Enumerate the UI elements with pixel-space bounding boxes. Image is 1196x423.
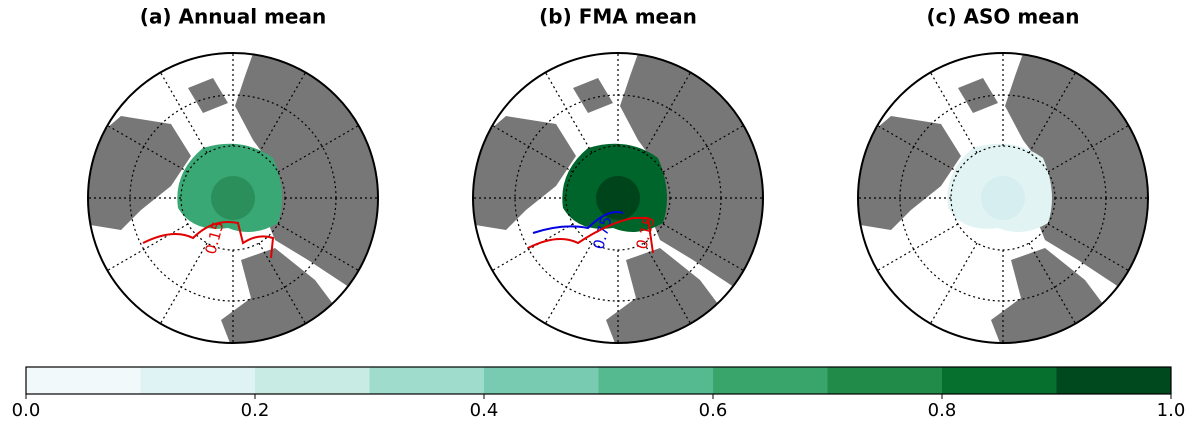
colorbar-tick-label: 0.8 (928, 400, 957, 421)
colorbar-segment (26, 367, 141, 394)
figure: 0.15 (a) Annual mean 0.750.15 (b) FMA mean (… (0, 0, 1196, 423)
sea-ice-core (981, 176, 1025, 220)
colorbar-segment (828, 367, 943, 394)
map-panel: 0.15 (78, 48, 388, 356)
colorbar-tick-label: 0.6 (699, 400, 728, 421)
panel-title: (b) FMA mean (539, 5, 697, 29)
colorbar-tick-label: 0.2 (241, 400, 270, 421)
map-panel (848, 48, 1158, 356)
map-disc (463, 48, 773, 356)
sea-ice-core (211, 176, 255, 220)
colorbar-tick-label: 0.0 (12, 400, 41, 421)
colorbar-segment (1057, 367, 1172, 394)
colorbar-segment (141, 367, 256, 394)
map-disc (848, 48, 1158, 356)
colorbar-segment (599, 367, 714, 394)
colorbar-segment (255, 367, 370, 394)
sea-ice-core (596, 176, 640, 220)
map-disc (78, 48, 388, 356)
colorbar-tick-label: 0.4 (470, 400, 499, 421)
colorbar-segment (713, 367, 828, 394)
colorbar-segment (484, 367, 599, 394)
colorbar-segment (370, 367, 485, 394)
colorbar-tick-label: 1.0 (1157, 400, 1186, 421)
panel-title: (a) Annual mean (140, 5, 326, 29)
panel-title: (c) ASO mean (926, 5, 1079, 29)
colorbar-segment (942, 367, 1057, 394)
